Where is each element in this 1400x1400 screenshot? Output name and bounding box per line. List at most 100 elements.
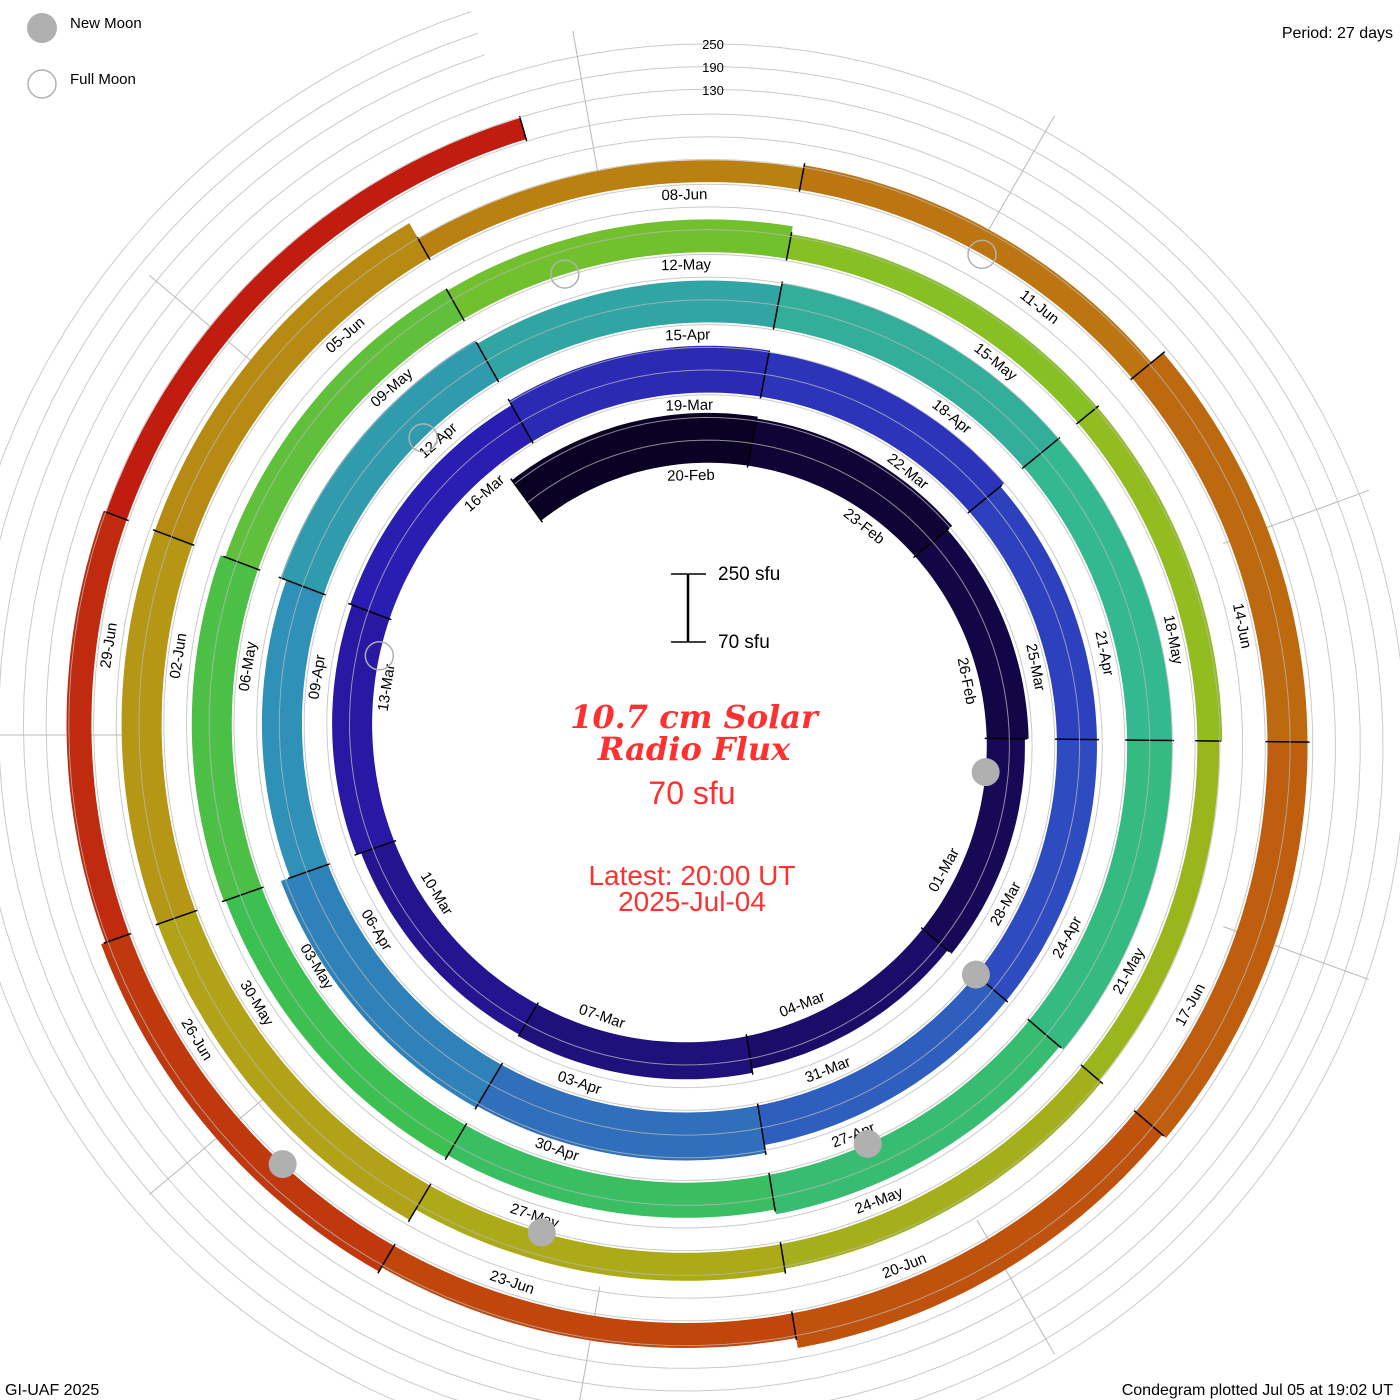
flux-bar — [757, 974, 1007, 1146]
flux-bar — [1023, 438, 1172, 741]
flux-bar — [261, 580, 328, 878]
bar-tick — [1054, 738, 1099, 741]
period-label: Period: 27 days — [1282, 25, 1393, 42]
level-grid — [0, 11, 1400, 1400]
bar-tick — [445, 288, 466, 322]
latest-date: 2025-Jul-04 — [618, 886, 766, 917]
grid-level-190: 190 — [702, 60, 724, 75]
grid-level-250: 250 — [702, 37, 724, 52]
spoke-line — [976, 115, 1055, 251]
flux-bar — [154, 223, 429, 545]
bar-tick — [155, 909, 198, 926]
spoke-line — [579, 1286, 601, 1400]
date-label: 15-Apr — [665, 326, 710, 344]
flux-bar — [381, 1245, 797, 1348]
bar-tick — [348, 602, 392, 621]
flux-bar — [773, 283, 1059, 468]
flux-bar — [1132, 352, 1308, 743]
flux-bar — [780, 1066, 1102, 1269]
flux-bar — [66, 511, 130, 943]
full-moon-icon — [967, 239, 997, 270]
flux-bar — [746, 928, 948, 1069]
flux-bar — [332, 604, 395, 855]
scale-top-label: 250 sfu — [718, 564, 780, 585]
bar-tick — [913, 527, 950, 559]
grid-level-250 — [0, 11, 1400, 1400]
bar-tick — [1130, 351, 1166, 381]
bar-tick — [967, 484, 1003, 514]
date-label: 06-May — [236, 640, 260, 693]
flux-bar — [418, 160, 804, 258]
flux-bar — [280, 864, 502, 1108]
flux-bar — [447, 219, 793, 320]
new-moon-icon — [961, 960, 990, 989]
new-moon-icon — [853, 1129, 882, 1158]
footer-credit: GI-UAF 2025 — [5, 1382, 99, 1399]
full-moon-icon — [550, 259, 580, 289]
full-moon-legend-icon — [27, 69, 57, 99]
flux-bar — [225, 887, 466, 1158]
spoke-line — [572, 30, 601, 184]
new-moon-icon — [268, 1150, 297, 1179]
date-label: 02-Jun — [167, 632, 191, 680]
bar-tick — [756, 1103, 767, 1155]
footer-plotted: Condegram plotted Jul 05 at 19:02 UT — [1122, 1382, 1394, 1399]
moon-markers — [268, 239, 1000, 1247]
flux-bar — [511, 412, 757, 521]
flux-bar — [1082, 740, 1220, 1081]
scale-bar — [671, 573, 706, 643]
bar-tick — [1265, 740, 1310, 743]
baseline-value: 70 sfu — [648, 775, 735, 811]
grid-level-130 — [0, 54, 1361, 1400]
flux-bar — [121, 530, 196, 925]
bar-tick — [517, 1002, 539, 1037]
bar-tick — [779, 1241, 787, 1274]
bar-tick — [444, 1122, 468, 1161]
bar-tick — [746, 416, 758, 468]
flux-bar — [747, 418, 953, 557]
bar-tick — [1027, 1018, 1062, 1049]
flux-bar — [191, 555, 262, 901]
bar-tick — [507, 398, 534, 444]
flux-bar — [975, 739, 1097, 1001]
flux-bar — [280, 340, 498, 595]
spoke-line — [148, 1094, 269, 1195]
date-label: 20-Feb — [667, 467, 715, 485]
new-moon-legend-icon — [27, 13, 57, 43]
date-label: 12-May — [661, 256, 712, 274]
full-moon-legend-label: Full Moon — [70, 71, 136, 88]
latest-time: Latest: 20:00 UT — [588, 860, 795, 891]
date-labels: 20-Feb23-Feb26-Feb01-Mar04-Mar07-Mar10-M… — [97, 186, 1254, 1298]
bar-tick — [377, 1243, 396, 1274]
flux-bar — [350, 405, 533, 619]
flux-bar — [969, 486, 1097, 740]
new-moon-icon — [527, 1218, 556, 1247]
flux-bar — [1077, 407, 1223, 742]
flux-bar — [769, 1020, 1060, 1215]
chart-title-line2: Radio Flux — [597, 730, 791, 768]
spoke-line — [148, 275, 269, 376]
bar-tick — [475, 341, 500, 383]
bar-tick — [416, 236, 431, 261]
bar-tick — [1133, 1109, 1165, 1137]
flux-bar — [915, 529, 1029, 739]
new-moon-legend-label: New Moon — [70, 15, 142, 32]
bar-tick — [510, 478, 544, 523]
flux-bar — [518, 1004, 753, 1080]
bar-tick — [768, 1172, 777, 1212]
flux-bar — [361, 841, 538, 1035]
flux-bar — [477, 1064, 766, 1161]
flux-bar — [792, 1111, 1163, 1348]
flux-bars — [66, 115, 1310, 1348]
flux-bar — [760, 352, 1005, 512]
date-label: 13-Mar — [375, 663, 399, 713]
date-label: 08-Jun — [661, 186, 707, 204]
bar-tick — [152, 529, 195, 547]
new-moon-icon — [971, 758, 1000, 787]
date-label: 29-Jun — [97, 621, 121, 669]
bar-tick — [221, 886, 264, 903]
full-moon-icon — [408, 423, 438, 453]
flux-bar — [477, 280, 782, 381]
grid-level-130: 130 — [702, 83, 724, 98]
